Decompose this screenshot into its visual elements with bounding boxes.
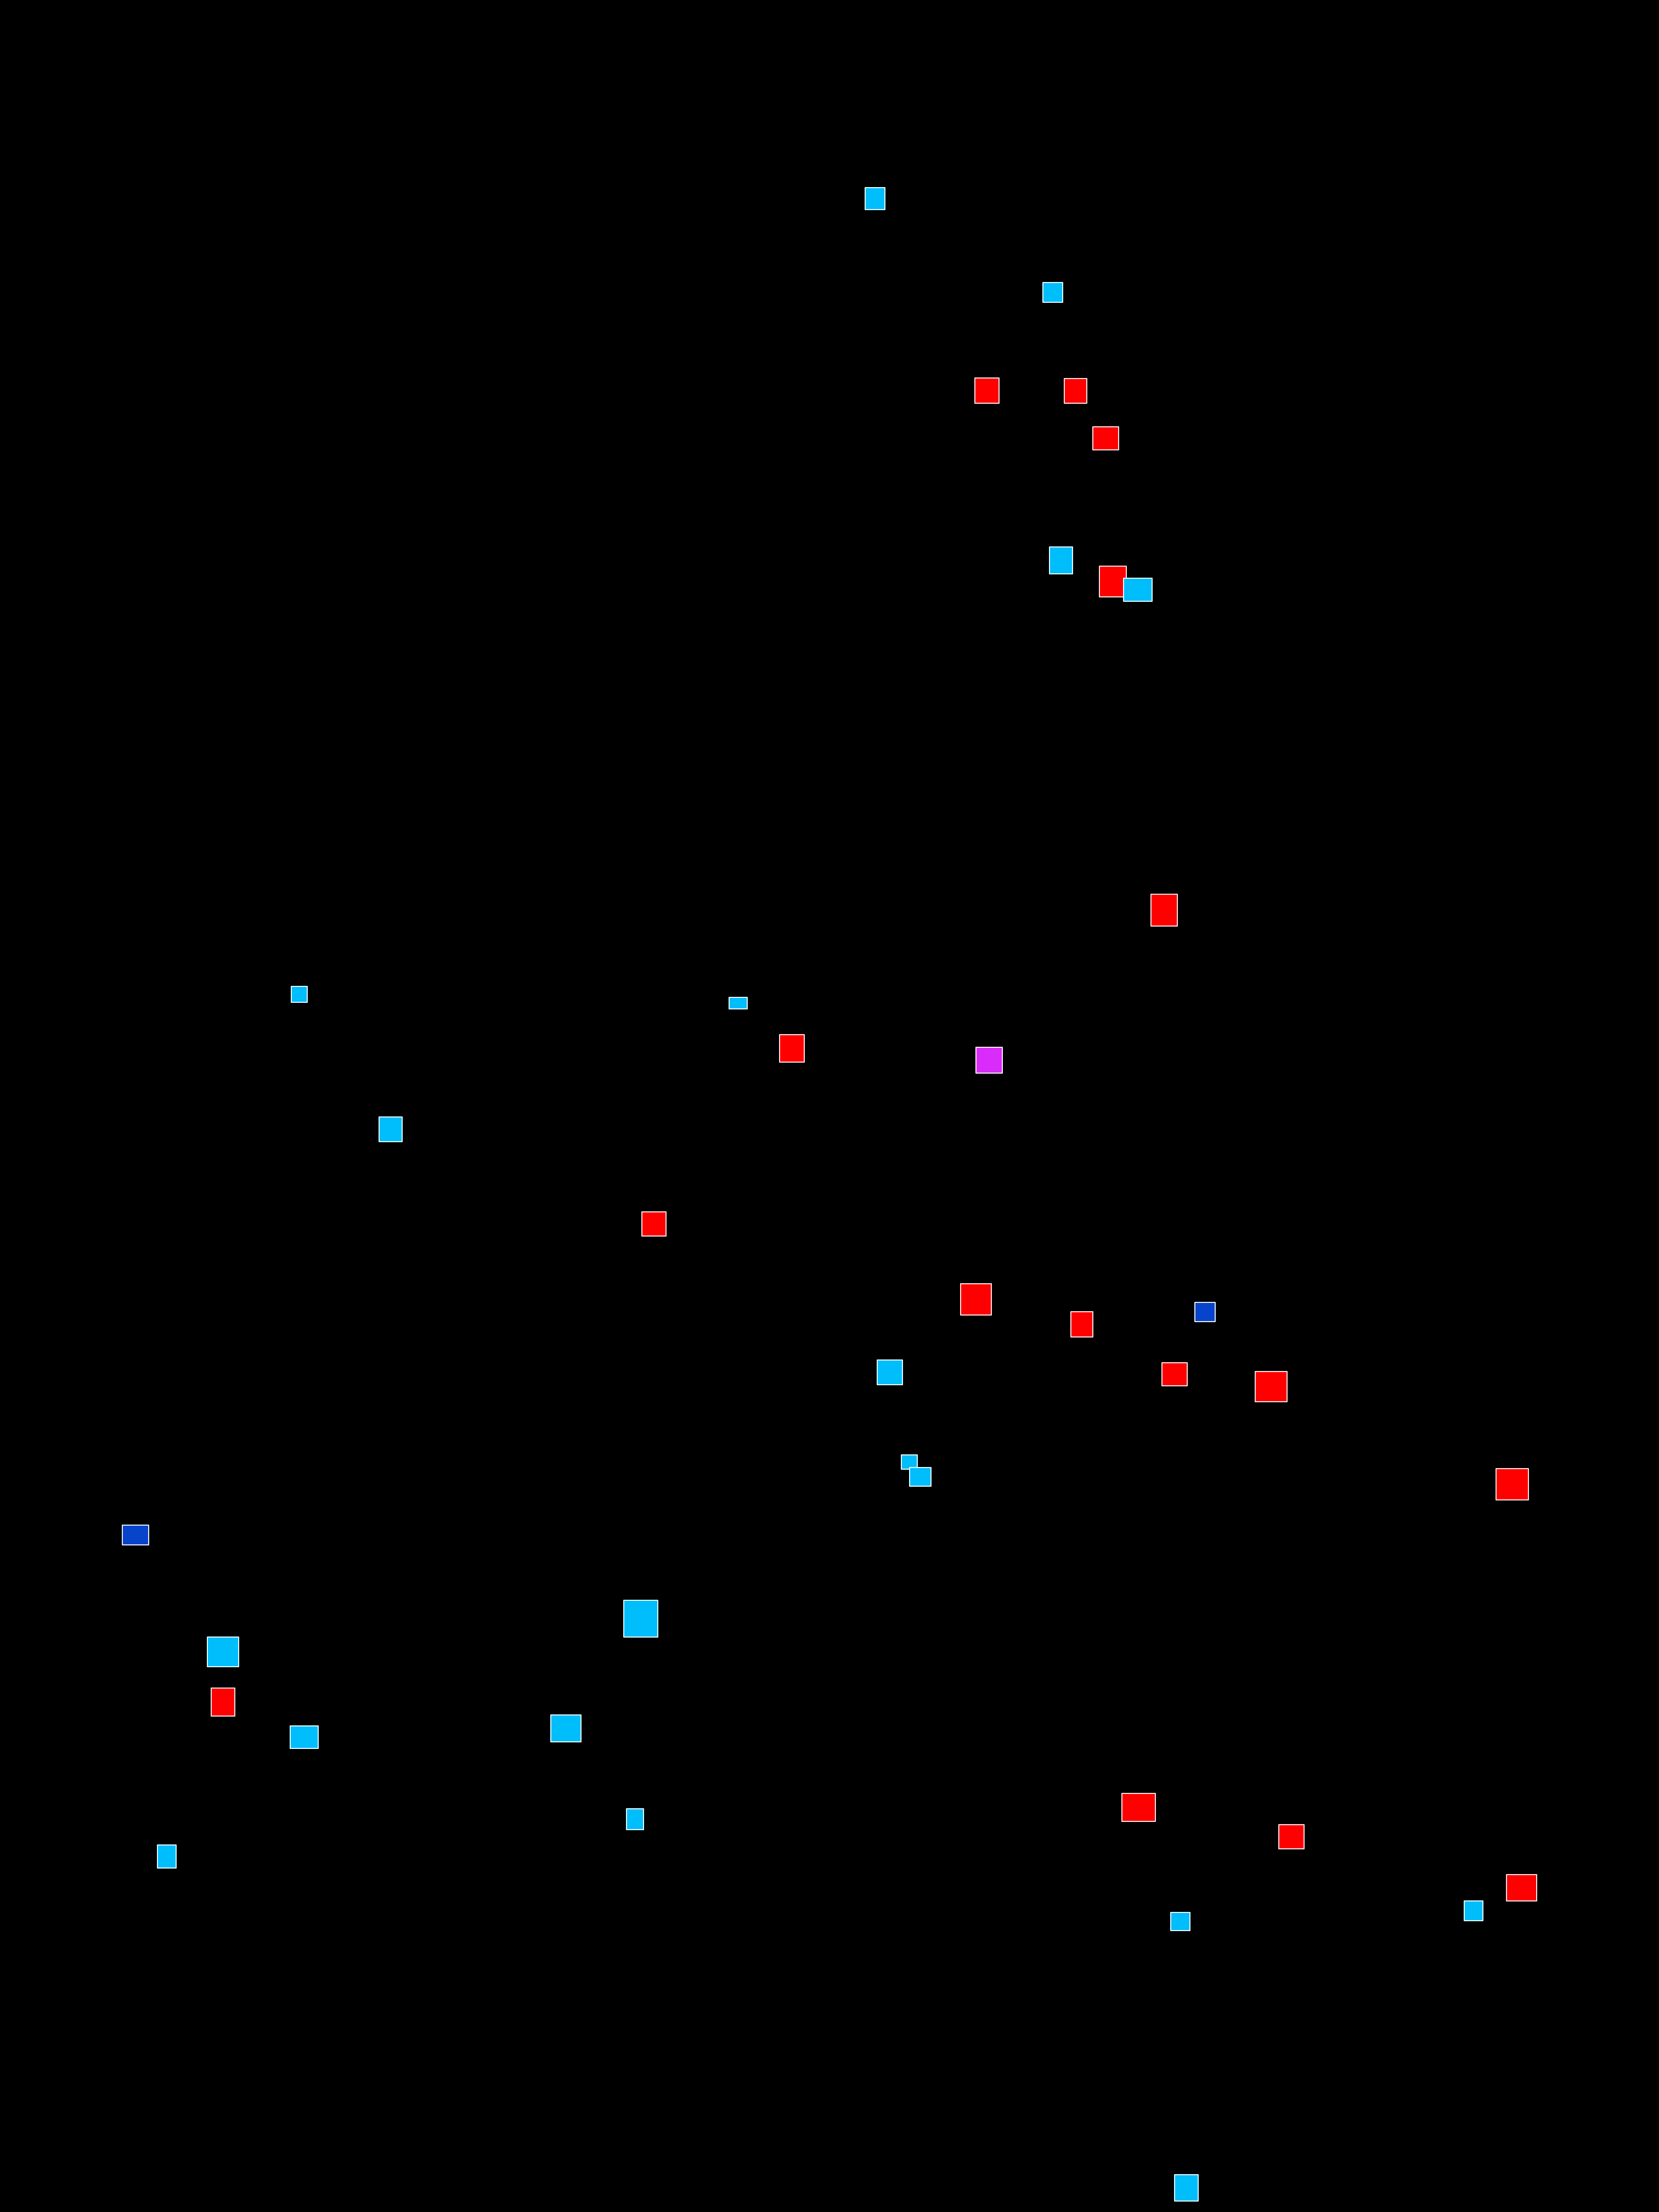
cyan-square[interactable] xyxy=(877,1359,903,1385)
cyan-square[interactable] xyxy=(626,1808,644,1830)
red-square[interactable] xyxy=(1496,1468,1529,1500)
cyan-square[interactable] xyxy=(865,187,885,210)
red-square[interactable] xyxy=(974,377,1000,404)
cyan-square[interactable] xyxy=(1049,546,1073,574)
cyan-square[interactable] xyxy=(729,997,748,1009)
red-square[interactable] xyxy=(779,1034,805,1063)
cyan-square[interactable] xyxy=(207,1637,239,1667)
cyan-square[interactable] xyxy=(550,1714,582,1742)
cyan-square[interactable] xyxy=(1170,1912,1190,1931)
cyan-square[interactable] xyxy=(290,1725,319,1749)
red-square[interactable] xyxy=(1255,1371,1288,1402)
red-square[interactable] xyxy=(1092,426,1119,450)
cyan-square[interactable] xyxy=(379,1116,403,1142)
red-square[interactable] xyxy=(641,1211,667,1237)
cyan-square[interactable] xyxy=(291,986,308,1003)
red-square[interactable] xyxy=(1278,1824,1305,1849)
red-square[interactable] xyxy=(1099,566,1127,597)
blue-square[interactable] xyxy=(1194,1302,1216,1322)
red-square[interactable] xyxy=(211,1688,235,1717)
cyan-square[interactable] xyxy=(1042,282,1063,303)
red-square[interactable] xyxy=(1506,1874,1537,1901)
cyan-square[interactable] xyxy=(1123,578,1153,602)
red-square[interactable] xyxy=(1150,894,1178,927)
red-square[interactable] xyxy=(1070,1311,1093,1338)
cyan-square[interactable] xyxy=(1464,1900,1483,1921)
cyan-square[interactable] xyxy=(909,1467,932,1487)
red-square[interactable] xyxy=(1161,1362,1188,1386)
red-square[interactable] xyxy=(960,1283,992,1316)
red-square[interactable] xyxy=(1121,1793,1156,1822)
red-square[interactable] xyxy=(1064,378,1087,404)
magenta-square[interactable] xyxy=(975,1047,1003,1074)
cyan-square[interactable] xyxy=(623,1600,658,1638)
blue-square[interactable] xyxy=(122,1525,149,1545)
cyan-square[interactable] xyxy=(157,1844,177,1869)
cyan-square[interactable] xyxy=(1174,2174,1199,2202)
